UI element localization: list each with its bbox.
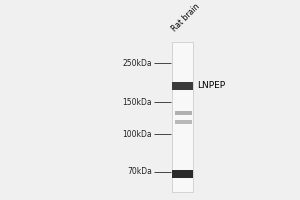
Text: 150kDa: 150kDa <box>122 98 152 107</box>
Text: LNPEP: LNPEP <box>198 81 226 90</box>
Bar <box>175 111 192 115</box>
Text: 70kDa: 70kDa <box>127 167 152 176</box>
Bar <box>172 82 193 90</box>
Text: 250kDa: 250kDa <box>122 59 152 68</box>
Text: Rat brain: Rat brain <box>170 2 202 33</box>
Bar <box>172 42 193 192</box>
Bar <box>175 120 192 124</box>
Bar <box>172 170 193 178</box>
Text: 100kDa: 100kDa <box>122 130 152 139</box>
